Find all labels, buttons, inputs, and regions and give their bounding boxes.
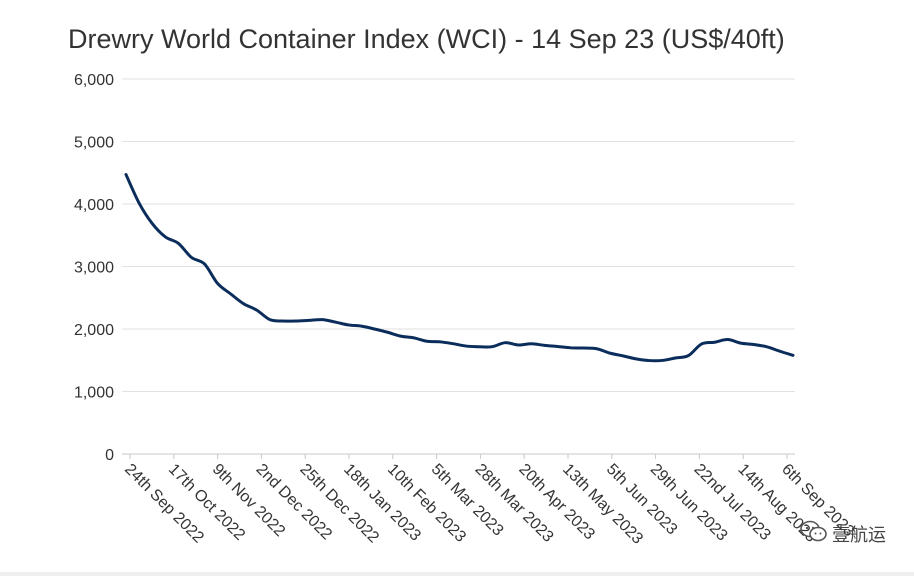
x-tick-label: 18th Jan 2023: [340, 461, 424, 545]
data-point[interactable]: [450, 341, 456, 347]
data-point[interactable]: [515, 342, 521, 348]
data-point[interactable]: [149, 220, 155, 226]
data-point[interactable]: [646, 358, 652, 364]
x-tick-label: 20th Apr 2023: [515, 461, 598, 544]
data-point[interactable]: [620, 353, 626, 359]
y-tick-label: 4,000: [74, 197, 114, 214]
y-tick-label: 3,000: [74, 260, 114, 277]
y-tick-label: 1,000: [74, 385, 114, 402]
x-tick-label: 29th Jun 2023: [647, 461, 731, 545]
x-tick-label: 22nd Jul 2023: [691, 461, 774, 544]
data-point[interactable]: [188, 254, 194, 260]
data-point[interactable]: [463, 343, 469, 349]
data-point[interactable]: [201, 261, 207, 267]
data-point[interactable]: [659, 357, 665, 363]
wechat-icon: [800, 519, 828, 548]
x-tick-label: 2nd Dec 2022: [253, 461, 336, 544]
data-point[interactable]: [489, 344, 495, 350]
data-point[interactable]: [241, 301, 247, 307]
data-point[interactable]: [136, 200, 142, 206]
data-point[interactable]: [162, 234, 168, 240]
data-point[interactable]: [254, 307, 260, 313]
y-tick-label: 0: [105, 447, 114, 464]
data-point[interactable]: [790, 352, 796, 358]
data-point[interactable]: [555, 344, 561, 350]
y-axis-ticks: 0 1,000 2,000 3,000 4,000 5,000 6,000: [74, 72, 114, 464]
data-point[interactable]: [476, 344, 482, 350]
data-point[interactable]: [764, 344, 770, 350]
data-point[interactable]: [751, 342, 757, 348]
data-point[interactable]: [319, 317, 325, 323]
data-point[interactable]: [698, 341, 704, 347]
data-point[interactable]: [398, 333, 404, 339]
x-tick-label: 25th Dec 2022: [296, 461, 382, 547]
data-point[interactable]: [385, 329, 391, 335]
data-point[interactable]: [437, 339, 443, 345]
x-tick-label: 17th Oct 2022: [165, 461, 248, 544]
data-point[interactable]: [280, 318, 286, 324]
data-point[interactable]: [228, 291, 234, 297]
data-point[interactable]: [371, 326, 377, 332]
data-point[interactable]: [332, 319, 338, 325]
bottom-divider: [0, 572, 914, 576]
data-point[interactable]: [306, 317, 312, 323]
data-point[interactable]: [528, 341, 534, 347]
data-point[interactable]: [685, 353, 691, 359]
data-point[interactable]: [712, 339, 718, 345]
y-tick-label: 5,000: [74, 135, 114, 152]
chart-title: Drewry World Container Index (WCI) - 14 …: [68, 24, 785, 54]
data-point[interactable]: [672, 355, 678, 361]
data-point[interactable]: [633, 356, 639, 362]
data-point[interactable]: [123, 172, 129, 178]
data-point[interactable]: [725, 337, 731, 343]
data-point[interactable]: [607, 350, 613, 356]
data-point[interactable]: [424, 338, 430, 344]
data-point[interactable]: [267, 317, 273, 323]
data-point[interactable]: [542, 342, 548, 348]
x-tick-label: 24th Sep 2022: [121, 461, 207, 547]
data-point[interactable]: [502, 340, 508, 346]
data-point[interactable]: [175, 240, 181, 246]
gridlines: [122, 78, 795, 455]
x-tick-label: 28th Mar 2023: [472, 461, 557, 546]
series-layer: [123, 172, 796, 364]
data-point[interactable]: [358, 323, 364, 329]
watermark: 壹航运: [800, 519, 886, 548]
data-point[interactable]: [411, 335, 417, 341]
data-point[interactable]: [594, 346, 600, 352]
y-tick-label: 2,000: [74, 322, 114, 339]
data-point[interactable]: [581, 345, 587, 351]
data-point[interactable]: [738, 340, 744, 346]
x-tick-label: 10th Feb 2023: [384, 461, 469, 546]
data-point[interactable]: [345, 322, 351, 328]
data-point[interactable]: [215, 280, 221, 286]
y-tick-label: 6,000: [74, 72, 114, 89]
data-point[interactable]: [568, 345, 574, 351]
watermark-text: 壹航运: [832, 524, 886, 546]
data-point[interactable]: [293, 318, 299, 324]
series-line: [124, 173, 795, 363]
data-point[interactable]: [777, 348, 783, 354]
